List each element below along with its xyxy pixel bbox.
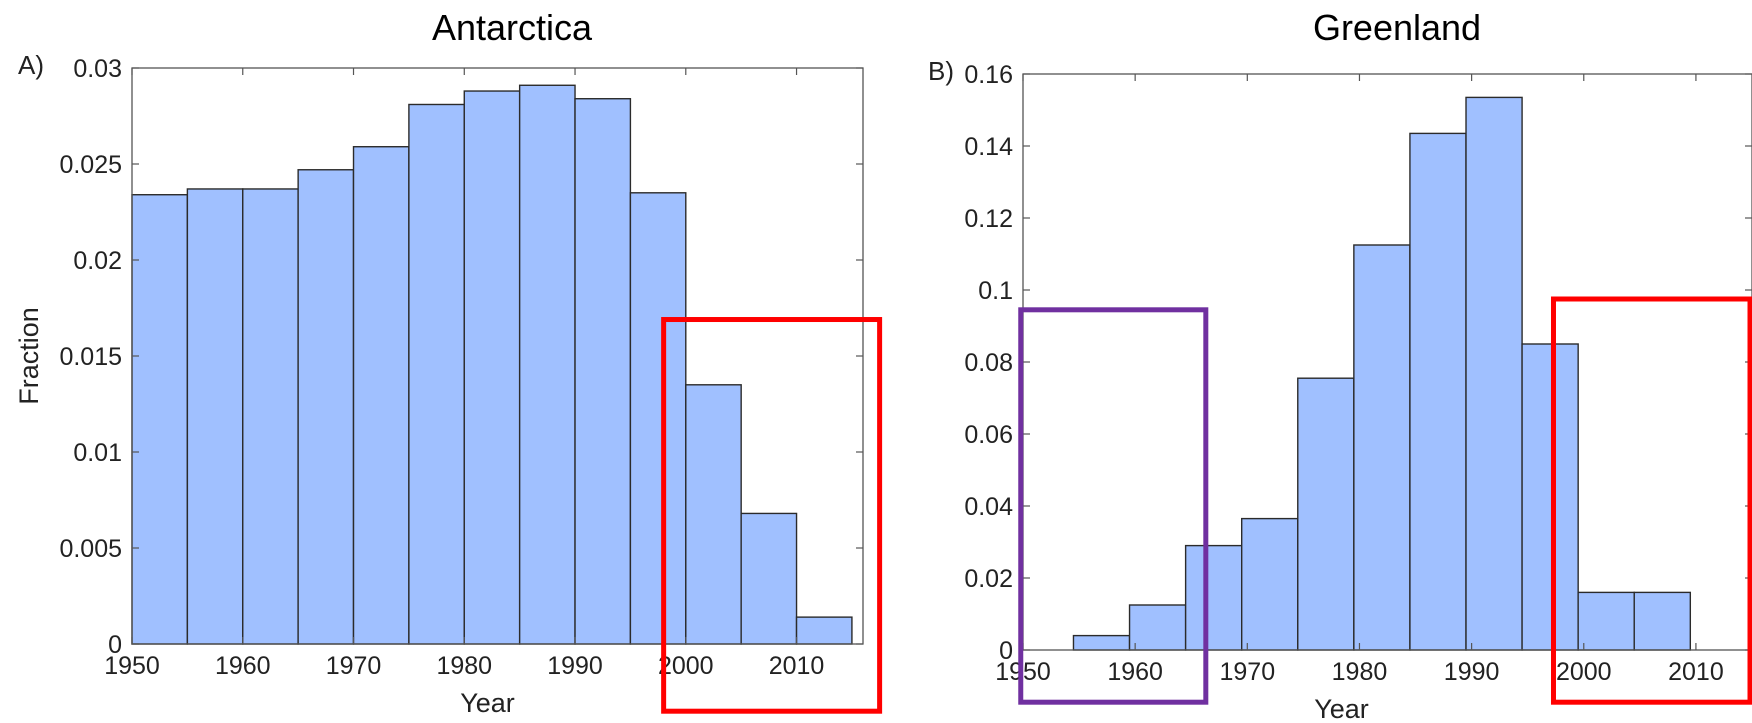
y-tick-label: 0.03 [73, 55, 122, 83]
panel-letter: A) [18, 50, 44, 80]
y-tick-label: 0.02 [964, 565, 1013, 593]
y-tick-label: 0.005 [59, 535, 122, 563]
histogram-bar [1072, 634, 1131, 651]
y-tick-label: 0.025 [59, 151, 122, 179]
histogram-bar [1297, 377, 1355, 651]
histogram-bar [1521, 343, 1579, 651]
x-axis-label: Year [1314, 694, 1369, 723]
y-tick-label: 0.01 [73, 439, 122, 467]
y-tick-label: 0.08 [964, 349, 1013, 377]
y-tick-label: 0 [999, 637, 1013, 665]
histogram-bar [1577, 591, 1635, 651]
y-tick-label: 0.02 [73, 247, 122, 275]
histogram-bar [352, 146, 410, 645]
y-axis-label: Fraction [14, 307, 44, 405]
histogram-bar [1465, 96, 1523, 651]
x-axis-label: Year [460, 688, 515, 718]
histogram-bar [795, 616, 853, 645]
highlight-box [661, 317, 883, 714]
histogram-bar [1240, 517, 1299, 651]
x-tick-label: 1980 [436, 652, 492, 680]
histogram-bar [1633, 591, 1692, 651]
y-tick-label: 0.14 [964, 133, 1013, 161]
x-tick-label: 1990 [547, 652, 603, 680]
chart-panel-1: Antarctica A) 1950 1960 1970 1980 1990 2000 2010… [14, 7, 883, 718]
histogram-bar [518, 84, 576, 645]
x-tick-label: 1950 [104, 652, 160, 680]
histogram-bar [186, 188, 244, 645]
histogram-bar [629, 192, 687, 645]
histogram-bar [131, 194, 189, 645]
chart-title: Antarctica [432, 7, 593, 48]
x-tick-label: 1970 [326, 652, 382, 680]
histogram-bar [297, 169, 355, 645]
panel-letter: B) [928, 56, 954, 86]
x-tick-label: 1960 [1107, 658, 1163, 686]
histogram-bar [685, 384, 742, 645]
x-tick-label: 2010 [769, 652, 825, 680]
x-tick-label: 2010 [1668, 658, 1724, 686]
histogram-bar [740, 512, 798, 645]
x-tick-label: 1990 [1444, 658, 1500, 686]
y-tick-label: 0.1 [978, 277, 1013, 305]
histogram-bar [1409, 132, 1467, 651]
x-tick-label: 1970 [1219, 658, 1275, 686]
highlight-box [1550, 296, 1752, 705]
x-tick-label: 1980 [1332, 658, 1388, 686]
y-tick-label: 0.06 [964, 421, 1013, 449]
histogram-bar [463, 90, 521, 645]
chart-title: Greenland [1313, 7, 1481, 48]
y-tick-label: 0.04 [964, 493, 1013, 521]
x-tick-label: 2000 [1556, 658, 1612, 686]
y-tick-label: 0.12 [964, 205, 1013, 233]
histogram-bar [242, 188, 299, 645]
x-tick-label: 2000 [658, 652, 714, 680]
histogram-bar [408, 103, 465, 645]
y-tick-label: 0 [108, 631, 122, 659]
y-tick-label: 0.015 [59, 343, 122, 371]
y-tick-label: 0.16 [964, 61, 1013, 89]
histogram-bar [1128, 604, 1187, 651]
highlight-box [1018, 307, 1209, 705]
histogram-bar [1184, 544, 1243, 651]
histogram-bar [1353, 244, 1411, 651]
x-tick-label: 1960 [215, 652, 271, 680]
histogram-bar [574, 98, 632, 645]
